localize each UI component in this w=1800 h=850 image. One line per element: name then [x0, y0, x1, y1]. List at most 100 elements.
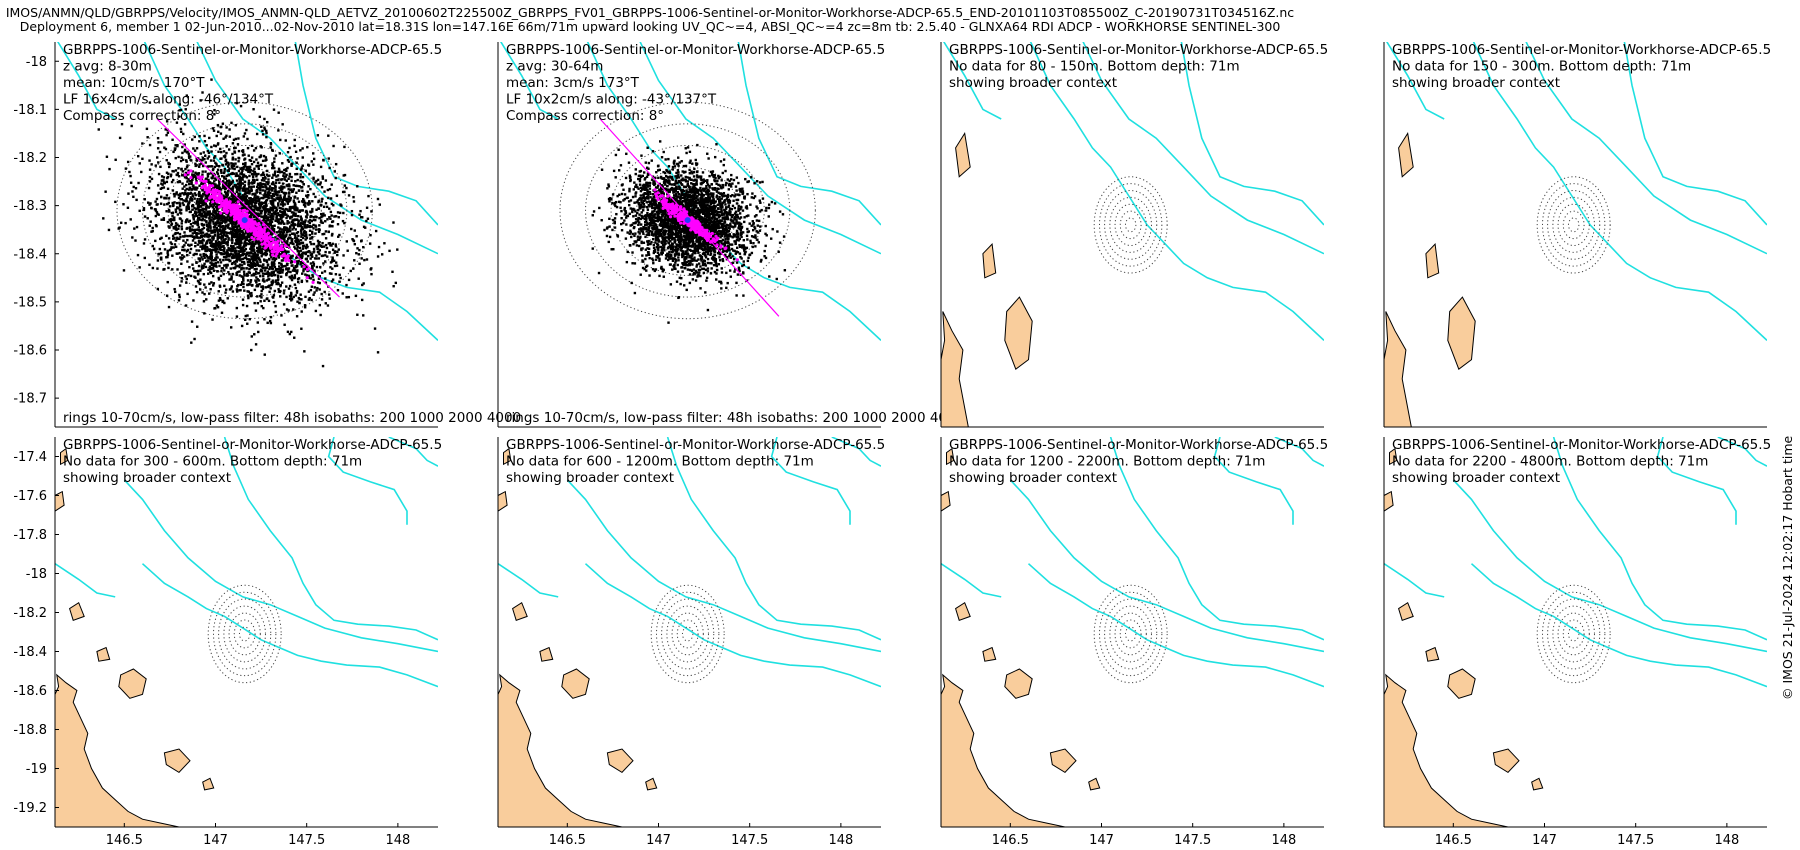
scatter-point [247, 203, 250, 207]
scatter-point [194, 236, 198, 239]
scatter-point [216, 234, 220, 237]
scatter-point [341, 292, 344, 295]
lowpass-point [238, 208, 242, 212]
scatter-point [199, 152, 202, 155]
scatter-point [247, 258, 250, 261]
scatter-point [253, 268, 257, 271]
scatter-point [213, 180, 216, 183]
scatter-point [196, 236, 199, 239]
scatter-point [305, 243, 308, 247]
scatter-point [249, 168, 253, 172]
scatter-point [201, 159, 204, 162]
scatter-point [223, 239, 226, 242]
scatter-point [285, 230, 289, 234]
scatter-point [223, 167, 227, 171]
scatter-point [235, 273, 238, 277]
scatter-point [265, 195, 269, 198]
scatter-point [237, 238, 240, 241]
scatter-point [265, 266, 268, 270]
scatter-point [105, 155, 109, 158]
scatter-point [191, 232, 195, 235]
scatter-point [132, 185, 135, 189]
scatter-point [318, 183, 322, 186]
scatter-point [211, 235, 215, 238]
scatter-point [193, 192, 197, 195]
scatter-point [224, 241, 228, 244]
panel-annotation-line: z avg: 8-30m [63, 59, 152, 75]
scatter-point [255, 173, 258, 176]
scatter-point [203, 245, 207, 248]
scatter-point [195, 249, 198, 252]
scatter-point [205, 223, 209, 226]
scatter-point [195, 290, 199, 294]
scatter-point [296, 214, 300, 218]
scatter-point [216, 270, 219, 273]
scatter-point [319, 181, 322, 184]
scatter-point [285, 208, 289, 211]
scatter-point [212, 236, 215, 240]
scatter-point [253, 333, 256, 336]
scatter-point [208, 214, 211, 218]
scatter-point [259, 268, 263, 271]
scatter-point [156, 287, 160, 291]
scatter-point [346, 249, 349, 252]
scatter-point [223, 170, 226, 173]
scatter-point [232, 266, 235, 270]
scatter-point [266, 219, 270, 222]
scatter-point [261, 279, 265, 282]
scatter-point [185, 197, 188, 201]
scatter-point [177, 193, 180, 197]
scatter-point [156, 203, 159, 206]
scatter-point [244, 206, 247, 209]
scatter-point [300, 265, 304, 268]
scatter-point [202, 254, 206, 258]
scatter-point [305, 226, 308, 229]
scatter-point [284, 168, 288, 171]
scatter-point [282, 265, 285, 268]
scatter-point [269, 224, 272, 227]
scatter-point [233, 167, 236, 171]
scatter-point [184, 175, 188, 179]
scatter-point [254, 309, 258, 312]
scatter-point [271, 182, 274, 185]
scatter-point [242, 279, 245, 282]
scatter-point [320, 254, 324, 258]
scatter-point [240, 230, 244, 233]
scatter-point [191, 185, 195, 188]
scatter-point [235, 202, 239, 205]
scatter-point [173, 218, 176, 222]
scatter-point [278, 227, 282, 230]
scatter-point [316, 134, 320, 137]
scatter-point [195, 179, 198, 183]
scatter-point [282, 196, 286, 199]
scatter-point [288, 209, 292, 213]
scatter-point [192, 221, 195, 225]
scatter-point [311, 266, 314, 270]
scatter-point [680, 159, 683, 163]
scatter-point [201, 291, 204, 294]
scatter-point [181, 248, 184, 252]
scatter-point [268, 249, 271, 252]
scatter-point [222, 272, 225, 276]
scatter-point [289, 196, 292, 200]
scatter-point [172, 246, 175, 249]
scatter-point [291, 255, 294, 258]
scatter-point [223, 185, 226, 188]
scatter-point [201, 156, 205, 160]
scatter-point [248, 167, 251, 171]
scatter-point [232, 280, 235, 283]
scatter-point [328, 207, 331, 210]
scatter-point [264, 206, 267, 209]
scatter-point [209, 159, 213, 162]
scatter-point [192, 216, 195, 219]
scatter-point [301, 200, 305, 204]
scatter-point [212, 129, 216, 132]
lowpass-point [260, 242, 264, 246]
scatter-point [712, 192, 715, 195]
scatter-point [260, 293, 263, 296]
scatter-point [208, 249, 212, 253]
scatter-point [246, 235, 250, 238]
scatter-point [219, 298, 222, 302]
scatter-point [165, 133, 168, 137]
scatter-point [186, 164, 189, 167]
